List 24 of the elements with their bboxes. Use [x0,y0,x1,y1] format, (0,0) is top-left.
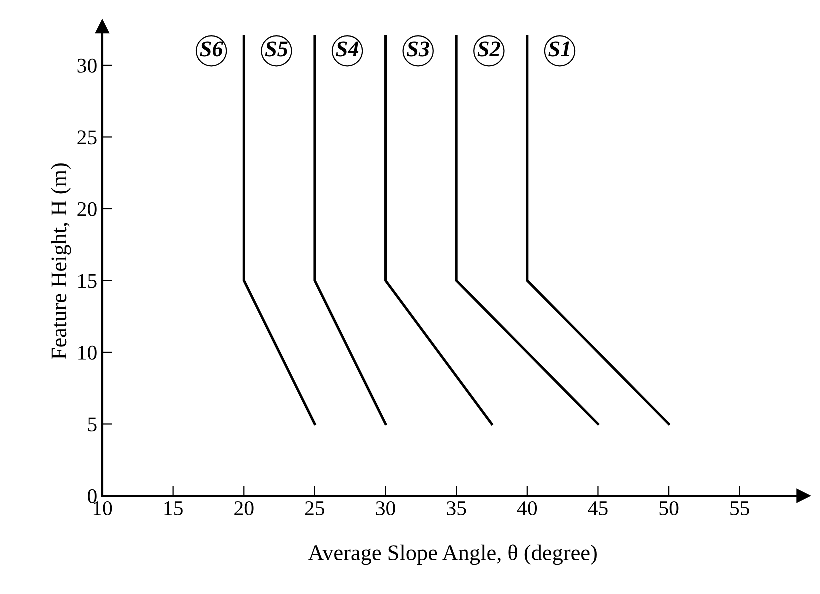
y-tick-label: 0 [88,489,97,504]
y-tick-label: 5 [88,418,97,432]
x-tick-label: 50 [660,501,679,516]
annotation: S4 [336,42,359,57]
x-tick-label: 45 [588,502,608,516]
x-axis-title: Average Slope Angle, θ (degree) [308,544,597,566]
x-tick-label: 55 [730,502,750,516]
annotation: S1 [548,42,570,57]
y-tick-label: 10 [78,346,97,360]
annotation: S5 [265,42,288,57]
y-tick-label: 25 [78,130,97,145]
annotation: S6 [200,42,224,57]
y-tick-label: 30 [78,58,97,73]
x-tick-label: 35 [447,502,466,516]
y-tick-label: 20 [78,202,97,216]
y-axis-title: Feature Height, H (m) [51,164,72,360]
x-tick-label: 15 [164,502,183,516]
x-tick-label: 25 [305,502,325,516]
annotation: S2 [478,42,500,57]
y-tick-label: 15 [78,274,97,288]
annotation: S3 [407,42,430,57]
x-tick-label: 40 [517,501,538,516]
x-tick-label: 30 [376,501,396,516]
x-tick-label: 20 [234,501,254,516]
